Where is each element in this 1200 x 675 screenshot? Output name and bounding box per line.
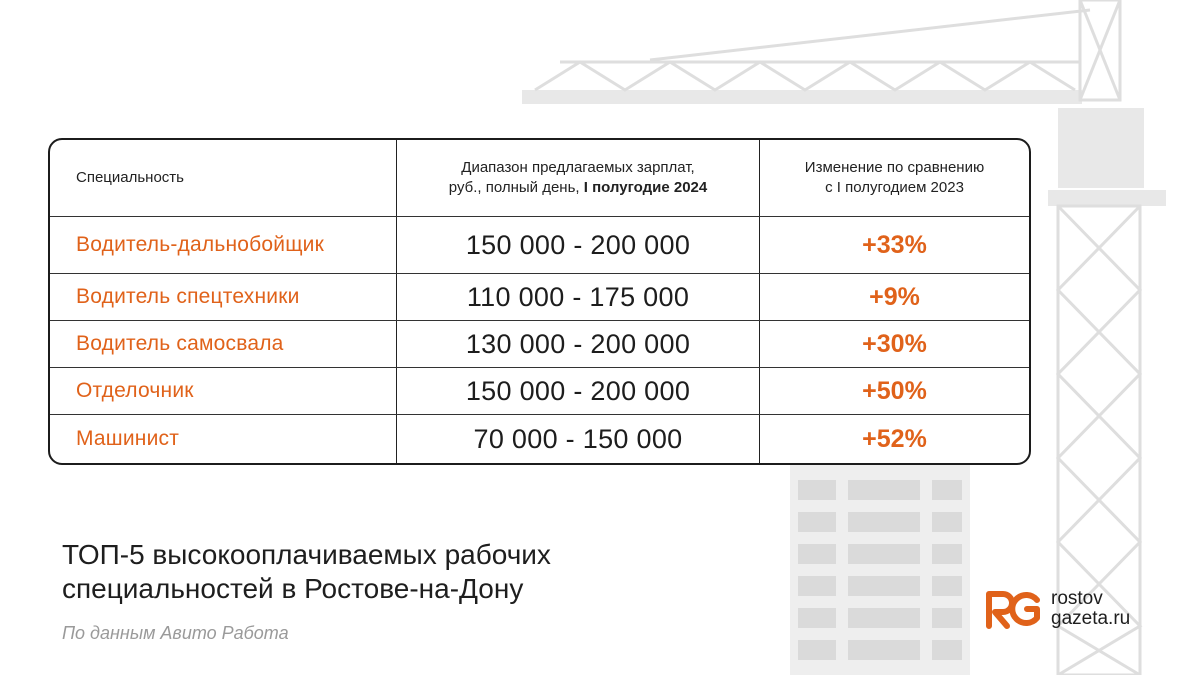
header-salary-line2: руб., полный день, I полугодие 2024 bbox=[449, 178, 707, 198]
change-cell: +33% bbox=[862, 230, 927, 259]
salary-range-cell: 150 000 - 200 000 bbox=[397, 217, 760, 273]
logo-line1: rostov bbox=[1051, 588, 1103, 609]
specialty-cell: Водитель самосвала bbox=[50, 321, 397, 367]
header-change-line2: с I полугодием 2023 bbox=[825, 179, 964, 196]
change-cell: +50% bbox=[862, 376, 927, 405]
page-title: ТОП-5 высокооплачиваемых рабочих специал… bbox=[62, 538, 702, 606]
specialty-cell: Машинист bbox=[50, 415, 397, 463]
title-line1: ТОП-5 высокооплачиваемых рабочих bbox=[62, 539, 551, 570]
header-change-line1: Изменение по сравнению bbox=[804, 159, 985, 176]
table-row: Водитель спецтехники 110 000 - 175 000 +… bbox=[50, 274, 1029, 321]
header-specialty: Специальность bbox=[50, 140, 397, 216]
logo-line2: gazeta.ru bbox=[1051, 608, 1131, 629]
table-row: Водитель самосвала 130 000 - 200 000 +30… bbox=[50, 321, 1029, 368]
rg-logo-mark-icon bbox=[986, 591, 1040, 629]
change-cell: +9% bbox=[869, 282, 920, 311]
source-caption: По данным Авито Работа bbox=[62, 623, 289, 643]
change-cell: +52% bbox=[862, 424, 927, 453]
specialty-cell: Отделочник bbox=[50, 368, 397, 414]
salary-range-cell: 110 000 - 175 000 bbox=[397, 274, 760, 320]
header-salary-period: I полугодие 2024 bbox=[583, 179, 708, 196]
change-cell: +30% bbox=[862, 329, 927, 358]
header-salary-range: Диапазон предлагаемых зарплат, руб., пол… bbox=[397, 140, 760, 216]
salary-range-cell: 130 000 - 200 000 bbox=[397, 321, 760, 367]
table-header-row: Специальность Диапазон предлагаемых зарп… bbox=[50, 140, 1029, 217]
salary-range-cell: 150 000 - 200 000 bbox=[397, 368, 760, 414]
salary-table: Специальность Диапазон предлагаемых зарп… bbox=[48, 138, 1031, 465]
table-row: Отделочник 150 000 - 200 000 +50% bbox=[50, 368, 1029, 415]
header-salary-line1: Диапазон предлагаемых зарплат, bbox=[461, 159, 695, 176]
title-line2: специальностей в Ростове-на-Дону bbox=[62, 573, 524, 604]
header-change: Изменение по сравнению с I полугодием 20… bbox=[760, 140, 1029, 216]
salary-range-cell: 70 000 - 150 000 bbox=[397, 415, 760, 463]
header-salary-prefix: руб., полный день, bbox=[448, 179, 584, 196]
table-row: Водитель-дальнобойщик 150 000 - 200 000 … bbox=[50, 217, 1029, 274]
specialty-cell: Водитель-дальнобойщик bbox=[50, 217, 397, 273]
specialty-cell: Водитель спецтехники bbox=[50, 274, 397, 320]
table-row: Машинист 70 000 - 150 000 +52% bbox=[50, 415, 1029, 463]
rostovgazeta-logo[interactable]: rostov gazeta.ru bbox=[985, 586, 1175, 632]
logo-text: rostov gazeta.ru bbox=[1051, 589, 1130, 629]
